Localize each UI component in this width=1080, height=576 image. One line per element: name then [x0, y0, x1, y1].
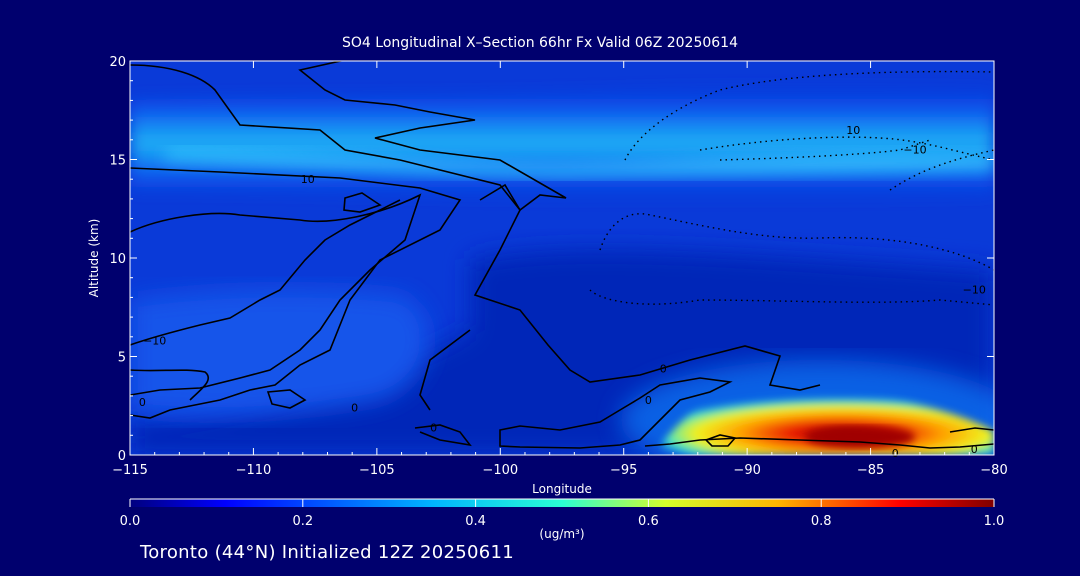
dotted-contour	[599, 213, 994, 271]
contour-line	[419, 329, 471, 411]
x-tick-label: −95	[610, 463, 637, 478]
x-axis-label: Longitude	[532, 482, 592, 496]
contour-label: −10	[963, 284, 986, 297]
contour-label: 10	[301, 173, 315, 186]
y-tick-label: 5	[118, 351, 126, 366]
x-axis: −115 −110 −105 −100 −95 −90 −85 −80	[112, 61, 1008, 478]
x-tick-label: −105	[359, 463, 395, 478]
contour-line	[414, 424, 472, 447]
contour-line	[130, 167, 462, 419]
colorbar-tick-label: 0.8	[811, 514, 832, 529]
contour-label: −10	[903, 144, 926, 157]
colorbar-tick-label: 1.0	[984, 514, 1005, 529]
contour-line	[644, 437, 994, 449]
contour-line	[343, 192, 382, 213]
x-tick-label: −90	[733, 463, 760, 478]
x-tick-label: −85	[857, 463, 884, 478]
contour-label: 0	[660, 362, 667, 375]
concentration-field	[130, 61, 994, 455]
x-tick-label: −100	[482, 463, 518, 478]
x-tick-label: −80	[980, 463, 1007, 478]
field-plume-core	[805, 426, 915, 448]
contour-line	[130, 193, 422, 396]
contour-lines	[130, 61, 994, 449]
colorbar-tick-label: 0.2	[292, 514, 313, 529]
dotted-contour	[624, 70, 994, 161]
x-tick-label: −115	[112, 463, 148, 478]
colorbar-ticks: 0.0 0.2 0.4 0.6 0.8 1.0	[120, 499, 1005, 529]
dotted-contour	[589, 289, 994, 306]
contour-label: 0	[430, 421, 437, 434]
contour-line	[130, 61, 567, 212]
field-upper-core	[160, 148, 994, 178]
colorbar-tick-label: 0.6	[638, 514, 659, 529]
dotted-contour	[889, 149, 994, 191]
contour-label: 0	[971, 443, 978, 456]
y-tick-label: 0	[118, 449, 126, 464]
contour-line	[266, 389, 307, 409]
y-tick-label: 15	[109, 154, 126, 169]
x-tick-label: −110	[236, 463, 272, 478]
contour-label: 10	[846, 124, 860, 137]
colorbar	[130, 499, 994, 507]
y-tick-label: 20	[109, 55, 126, 70]
colorbar-tick-label: 0.4	[465, 514, 486, 529]
contour-line	[473, 183, 821, 391]
y-tick-label: 10	[109, 252, 126, 267]
contour-line	[130, 369, 210, 401]
footer-caption: Toronto (44°N) Initialized 12Z 20250611	[140, 542, 515, 563]
chart-title: SO4 Longitudinal X–Section 66hr Fx Valid…	[342, 35, 738, 51]
negative-contours	[589, 70, 994, 306]
y-axis-label: Altitude (km)	[87, 218, 101, 298]
contour-line	[949, 427, 994, 433]
contour-line	[130, 199, 401, 346]
field-upper-layer	[130, 83, 994, 203]
contour-label: 0	[645, 394, 652, 407]
field-mid-west-layer	[130, 289, 428, 416]
dotted-contour	[699, 136, 994, 161]
contour-line	[704, 434, 737, 447]
contour-label: −10	[143, 335, 166, 348]
y-axis: 0 5 10 15 20	[109, 55, 994, 464]
colorbar-units: (ug/m³)	[539, 527, 585, 541]
colorbar-tick-label: 0.0	[120, 514, 141, 529]
contour-label: 0	[139, 396, 146, 409]
contour-label: 0	[351, 402, 358, 415]
contour-line	[499, 377, 733, 449]
